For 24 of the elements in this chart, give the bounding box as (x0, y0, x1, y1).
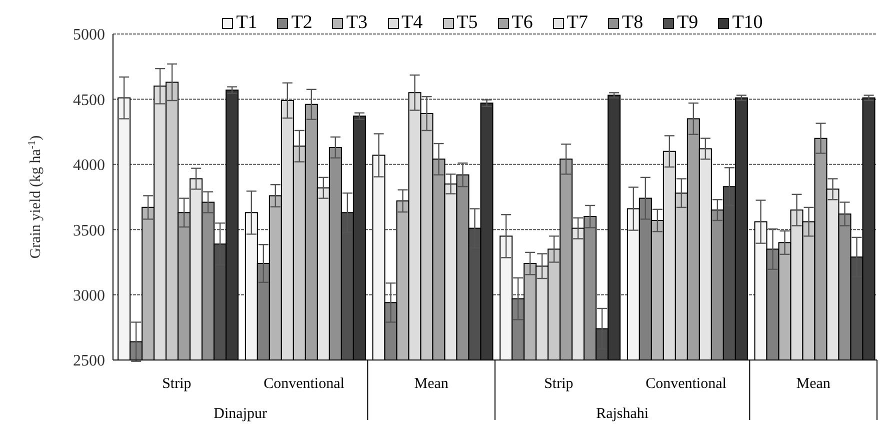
x-tick-label: Strip (544, 376, 574, 392)
legend-label: T3 (346, 12, 368, 34)
text: Dinajpur (214, 406, 267, 422)
y-tick-label: 4500 (73, 92, 105, 109)
x-tick-label: Strip (162, 376, 192, 392)
legend-label: T7 (566, 12, 588, 34)
legend-label: T9 (677, 12, 698, 34)
legend-label: T8 (622, 12, 644, 34)
y-tick-label: 2500 (73, 352, 105, 370)
x-tick-label: Mean (414, 376, 449, 392)
legend-label: T1 (236, 12, 258, 34)
y-tick-label: 3500 (73, 222, 105, 240)
text: Rajshahi (596, 406, 649, 422)
y-tick-label: 4000 (73, 157, 105, 174)
x-tick-label: Conventional (264, 376, 344, 392)
legend-label: T5 (456, 12, 478, 34)
x-tick-label: Conventional (646, 376, 726, 392)
legend-label: T6 (512, 12, 533, 34)
legend-label: T4 (402, 12, 423, 34)
y-tick-label: 3000 (73, 287, 105, 304)
y-tick-label: 5000 (73, 26, 105, 44)
legend-label: T10 (732, 12, 763, 34)
legend-label: T2 (291, 12, 312, 34)
x-tick-label: Mean (796, 376, 831, 392)
